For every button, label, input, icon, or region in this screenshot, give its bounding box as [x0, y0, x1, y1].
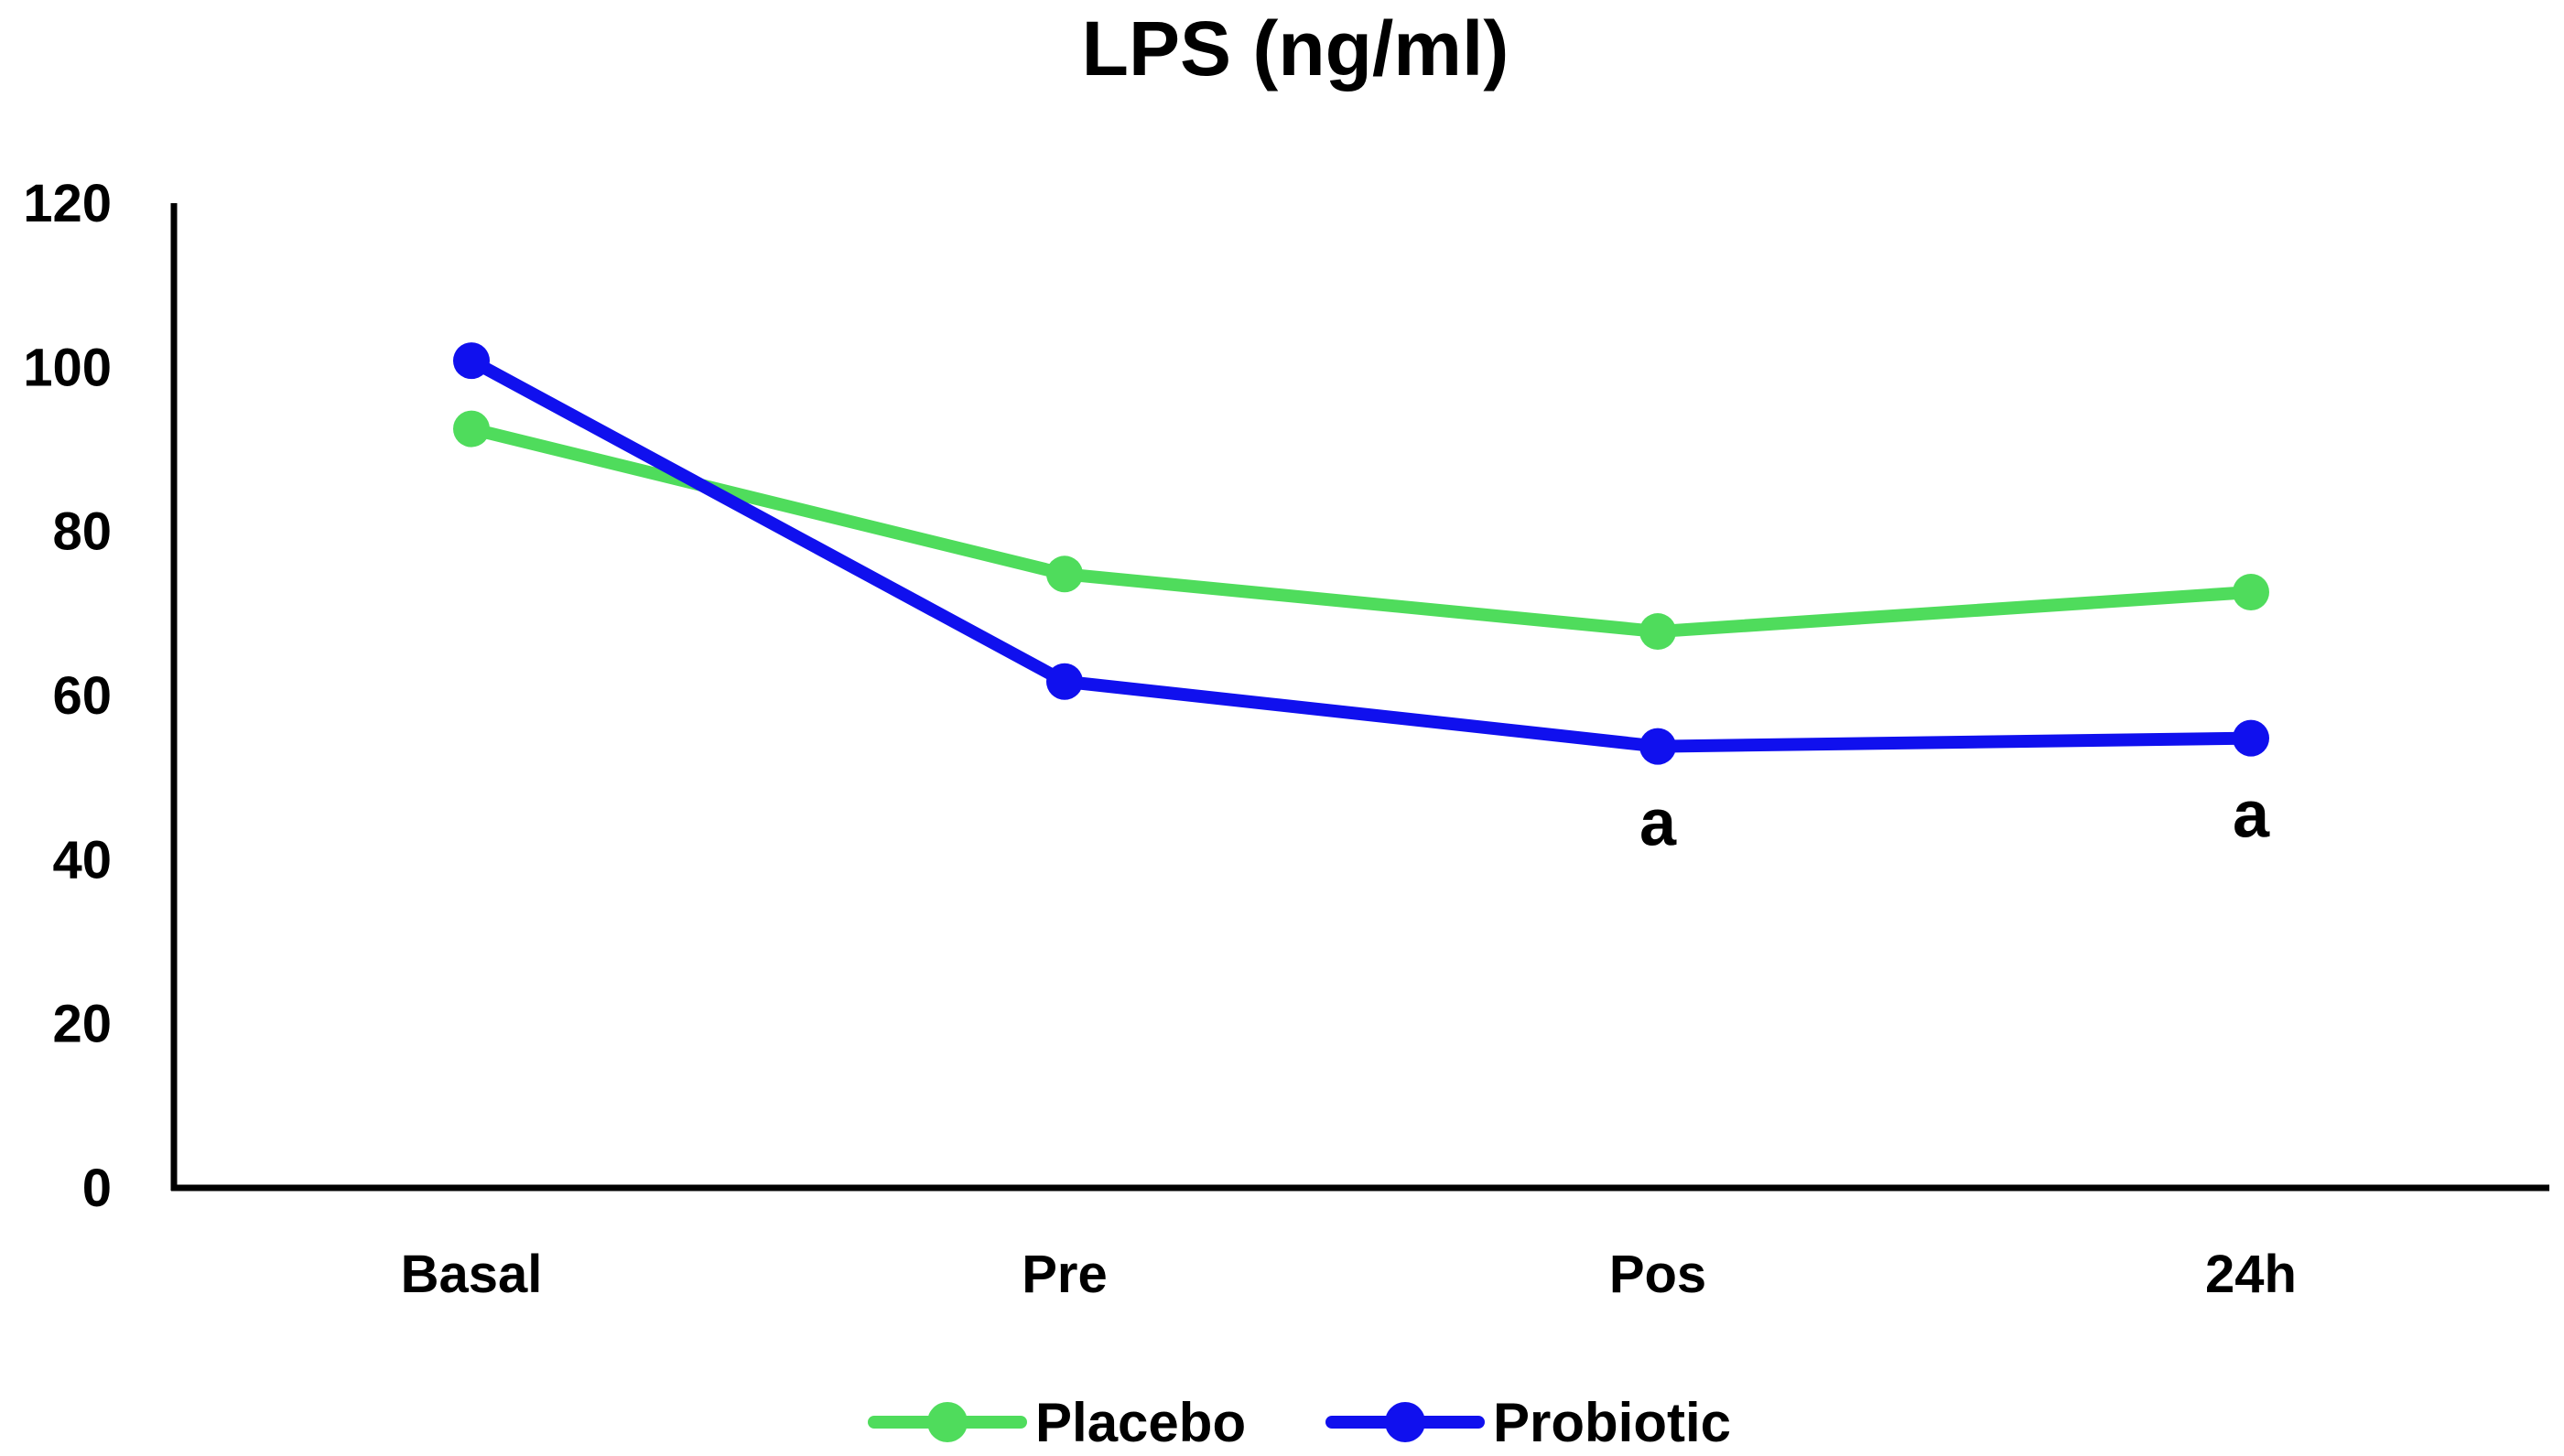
- series-line: [465, 354, 2257, 753]
- data-point: [1639, 613, 1676, 651]
- legend-swatch-marker: [1385, 1402, 1425, 1442]
- legend-swatch-marker: [927, 1402, 968, 1442]
- x-axis-ticks: Basal Pre Pos 24h: [401, 1245, 2297, 1304]
- data-point: [2233, 574, 2269, 611]
- data-point: [1639, 728, 1676, 765]
- legend-label: Probiotic: [1493, 1392, 1731, 1453]
- x-tick-label: 24h: [2205, 1245, 2297, 1304]
- x-tick-label: Pos: [1609, 1245, 1706, 1304]
- y-tick-label: 120: [23, 174, 112, 233]
- legend-item-probiotic: Probiotic: [1325, 1392, 1731, 1453]
- y-tick-label: 100: [23, 338, 112, 397]
- series-probiotic: [453, 342, 2269, 765]
- y-tick-label: 40: [52, 830, 112, 890]
- series-placebo: [453, 410, 2269, 651]
- data-point: [1046, 663, 1083, 700]
- legend-label: Placebo: [1035, 1392, 1246, 1453]
- data-point: [453, 342, 490, 380]
- y-tick-label: 0: [82, 1159, 112, 1218]
- legend: Placebo Probiotic: [868, 1392, 1731, 1453]
- data-point: [453, 410, 490, 448]
- y-tick-label: 20: [52, 995, 112, 1054]
- y-tick-label: 80: [52, 502, 112, 562]
- legend-item-placebo: Placebo: [868, 1392, 1246, 1453]
- y-axis-ticks: 0 20 40 60 80 100 120: [23, 174, 112, 1218]
- data-point: [2233, 719, 2269, 757]
- data-point: [1046, 555, 1083, 593]
- series-line: [465, 422, 2257, 639]
- significance-annotation: a: [1639, 787, 1677, 860]
- x-tick-label: Basal: [401, 1245, 543, 1304]
- significance-annotation: a: [2233, 779, 2270, 852]
- x-tick-label: Pre: [1022, 1245, 1108, 1304]
- series-layer: [453, 342, 2269, 765]
- chart-title: LPS (ng/ml): [1082, 5, 1509, 92]
- y-tick-label: 60: [52, 666, 112, 726]
